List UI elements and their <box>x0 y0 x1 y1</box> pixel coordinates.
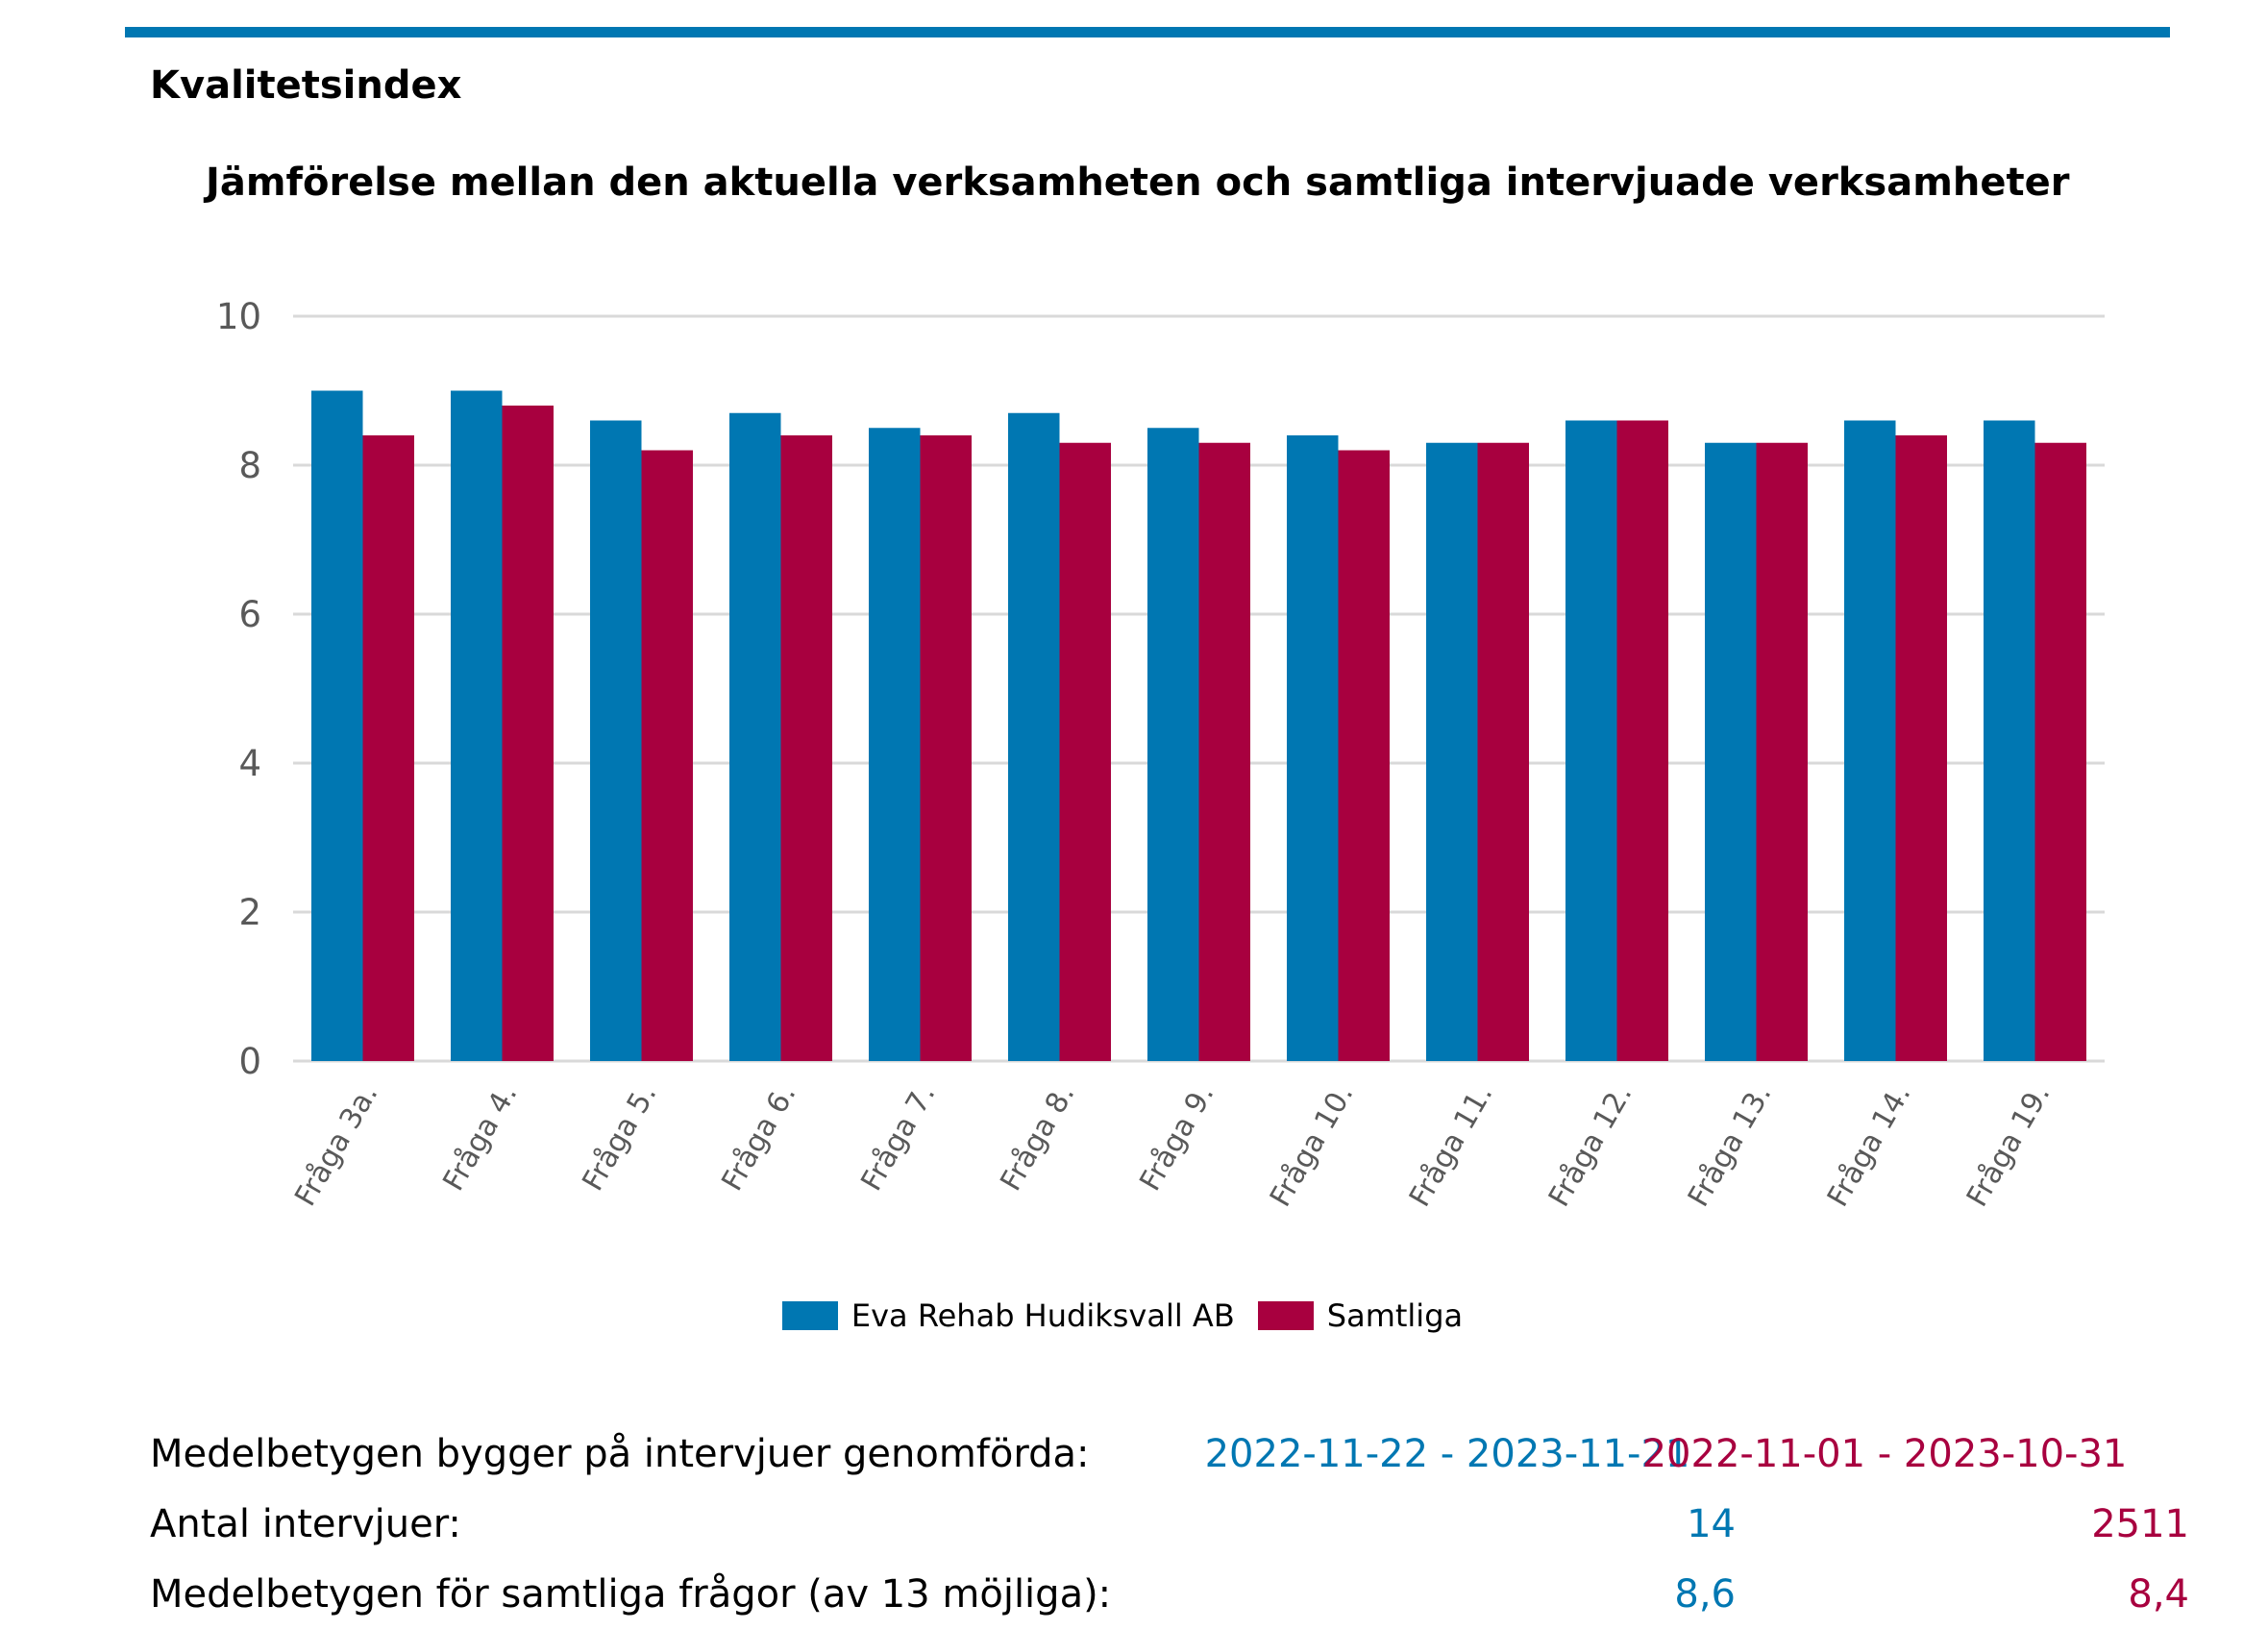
x-tick-label: Fråga 4. <box>436 1079 524 1198</box>
x-tick-label: Fråga 6. <box>715 1079 802 1198</box>
x-tick-label: Fråga 19. <box>1960 1079 2058 1213</box>
bars <box>311 390 2086 1061</box>
legend-swatch-series2 <box>1257 1301 1314 1330</box>
bar-series1 <box>1984 420 2035 1061</box>
summary-label: Antal intervjuer: <box>150 1502 461 1546</box>
bar-series2 <box>1198 442 1250 1061</box>
legend-item-series1: Eva Rehab Hudiksvall AB <box>781 1297 1235 1334</box>
bar-series2 <box>1338 450 1390 1061</box>
summary-label: Medelbetygen bygger på intervjuer genomf… <box>150 1432 1090 1476</box>
bar-series2 <box>502 406 554 1061</box>
bar-series2 <box>1059 442 1111 1061</box>
x-tick-label: Fråga 3a. <box>288 1079 384 1213</box>
bar-series1 <box>1287 435 1339 1061</box>
y-tick-label: 6 <box>238 594 261 635</box>
x-tick-label: Fråga 12. <box>1542 1079 1639 1213</box>
y-tick-labels: 0 2 4 6 8 10 <box>216 296 261 1082</box>
bar-series1 <box>869 428 921 1061</box>
legend-label-series2: Samtliga <box>1326 1297 1464 1334</box>
summary-row-period: Medelbetygen bygger på intervjuer genomf… <box>150 1432 2168 1486</box>
bar-series1 <box>590 420 642 1061</box>
bar-series1 <box>1426 442 1478 1061</box>
y-tick-label: 2 <box>238 892 261 933</box>
bar-series2 <box>362 435 414 1061</box>
summary-value-series1: 8,6 <box>1674 1572 1736 1617</box>
bar-series2 <box>1895 435 1947 1061</box>
bar-series2 <box>920 435 972 1061</box>
bar-series1 <box>451 390 503 1061</box>
bar-series1 <box>1008 412 1060 1061</box>
summary-value-series2: 2022-11-01 - 2023-10-31 <box>1641 1432 2128 1476</box>
summary-row-count: Antal intervjuer: 14 2511 <box>150 1502 2189 1556</box>
x-tick-label: Fråga 7. <box>854 1079 942 1198</box>
summary-label: Medelbetygen för samtliga frågor (av 13 … <box>150 1572 1112 1617</box>
summary-value-series1: 14 <box>1687 1502 1736 1546</box>
y-tick-label: 8 <box>238 445 261 486</box>
x-tick-labels: Fråga 3a. Fråga 4. Fråga 5. Fråga 6. Fråga 7… <box>288 1079 2057 1213</box>
y-tick-label: 4 <box>238 743 261 784</box>
y-tick-label: 10 <box>216 296 261 337</box>
legend-item-series2: Samtliga <box>1257 1297 1464 1334</box>
x-tick-label: Fråga 9. <box>1133 1079 1220 1198</box>
bar-series2 <box>1477 442 1529 1061</box>
summary-value-series1: 2022-11-22 - 2023-11-21 <box>1204 1432 1690 1476</box>
legend: Eva Rehab Hudiksvall AB Samtliga <box>0 1297 2268 1334</box>
x-tick-label: Fråga 11. <box>1403 1079 1500 1213</box>
bar-series2 <box>1616 420 1668 1061</box>
legend-swatch-series1 <box>781 1301 838 1330</box>
bar-series1 <box>1844 420 1896 1061</box>
bar-series1 <box>1705 442 1757 1061</box>
legend-label-series1: Eva Rehab Hudiksvall AB <box>850 1297 1235 1334</box>
x-tick-label: Fråga 13. <box>1682 1079 1779 1213</box>
x-tick-label: Fråga 5. <box>576 1079 663 1198</box>
section-title: Kvalitetsindex <box>150 63 462 108</box>
x-tick-label: Fråga 14. <box>1821 1079 1918 1213</box>
x-tick-label: Fråga 8. <box>994 1079 1081 1198</box>
bar-series2 <box>780 435 832 1061</box>
bar-series1 <box>1147 428 1199 1061</box>
bar-series1 <box>1565 420 1617 1061</box>
y-tick-label: 0 <box>238 1041 261 1082</box>
summary-value-series2: 8,4 <box>2128 1572 2189 1617</box>
summary-value-series2: 2511 <box>2091 1502 2189 1546</box>
x-tick-label: Fråga 10. <box>1264 1079 1361 1213</box>
summary-row-average: Medelbetygen för samtliga frågor (av 13 … <box>150 1572 2189 1626</box>
bar-series1 <box>729 412 781 1061</box>
bar-chart: 0 2 4 6 8 10 Fråga 3a. Fråga 4. Fråga 5. Fråga 6… <box>216 296 2105 1213</box>
bar-series2 <box>2034 442 2086 1061</box>
chart-title: Jämförelse mellan den aktuella verksamhe… <box>206 161 2070 205</box>
top-rule <box>125 27 2170 37</box>
bar-series2 <box>641 450 693 1061</box>
bar-series1 <box>311 390 363 1061</box>
bar-series2 <box>1756 442 1808 1061</box>
